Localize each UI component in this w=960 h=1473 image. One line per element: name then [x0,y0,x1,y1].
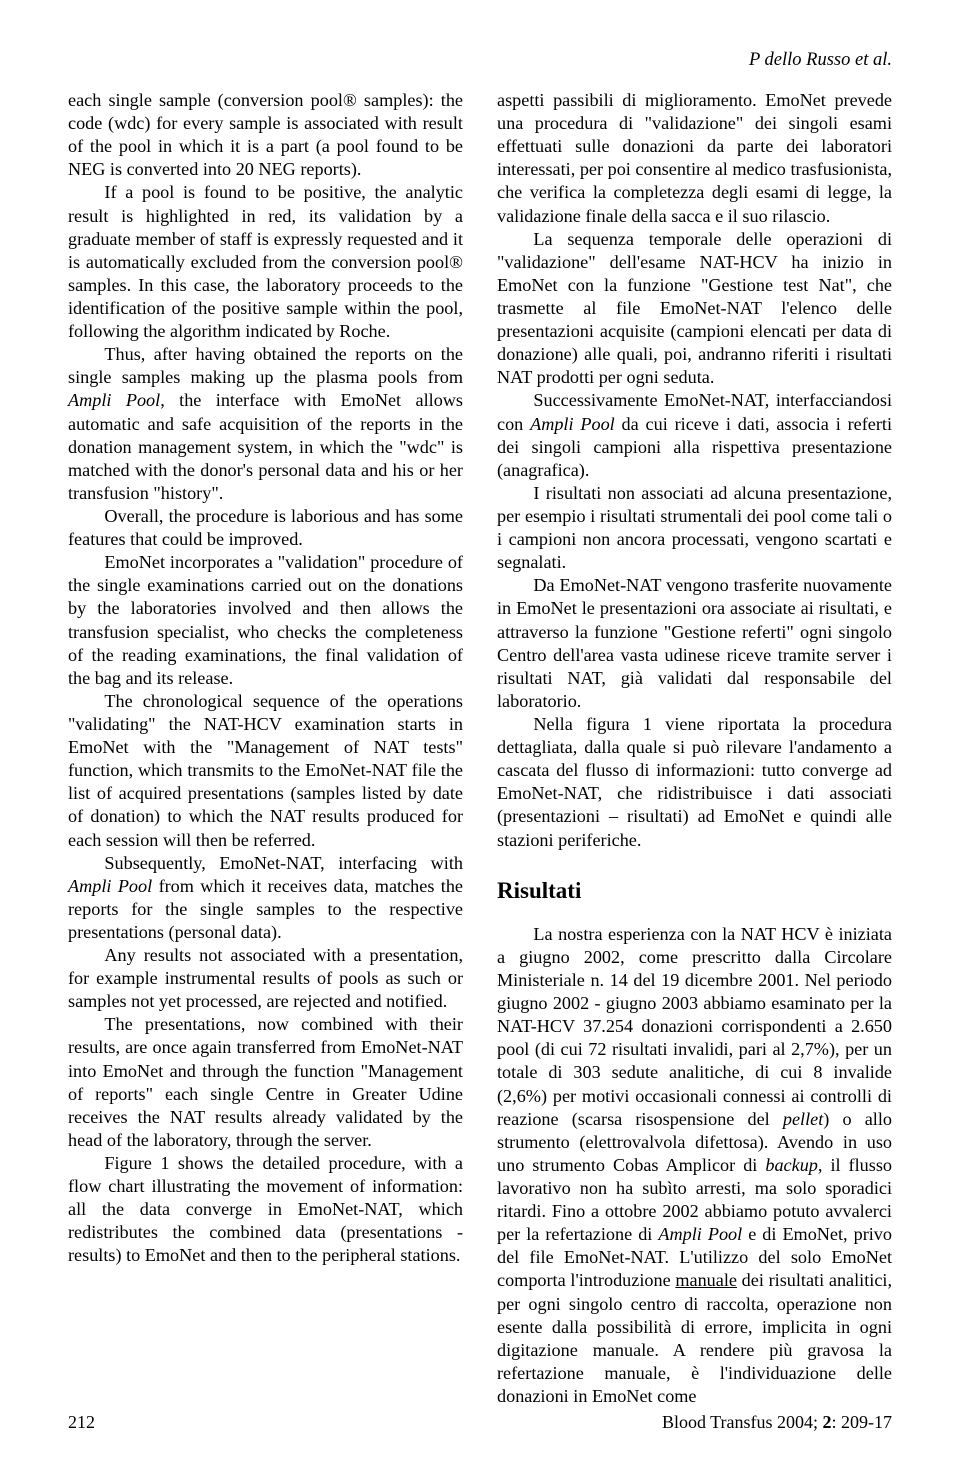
text-run: La nostra esperienza con la NAT HCV è in… [497,924,892,1129]
two-column-layout: each single sample (conversion pool® sam… [68,89,892,1408]
body-paragraph: Overall, the procedure is laborious and … [68,505,463,551]
body-paragraph: La sequenza temporale delle operazioni d… [497,228,892,390]
right-column: aspetti passibili di miglioramento. EmoN… [497,89,892,1408]
text-run: Subsequently, EmoNet-NAT, interfacing wi… [104,853,463,873]
section-heading: Risultati [497,876,892,905]
volume-number: 2 [823,1412,832,1432]
body-paragraph: La nostra esperienza con la NAT HCV è in… [497,923,892,1408]
body-paragraph: Any results not associated with a presen… [68,944,463,1013]
text-run: dei risultati analitici, per ogni singol… [497,1270,892,1406]
text-run: Thus, after having obtained the reports … [68,344,463,387]
text-run: Blood Transfus 2004; [662,1412,823,1432]
text-run: : 209-17 [832,1412,893,1432]
page: P dello Russo et al. each single sample … [0,0,960,1473]
italic-run: pellet [783,1109,823,1129]
body-paragraph: Da EmoNet-NAT vengono trasferite nuovame… [497,574,892,713]
body-paragraph: Figure 1 shows the detailed procedure, w… [68,1152,463,1268]
italic-run: Ampli Pool [68,390,160,410]
body-paragraph: Subsequently, EmoNet-NAT, interfacing wi… [68,852,463,944]
body-paragraph: Successivamente EmoNet-NAT, interfaccian… [497,389,892,481]
body-paragraph: Thus, after having obtained the reports … [68,343,463,505]
body-paragraph: aspetti passibili di miglioramento. EmoN… [497,89,892,228]
italic-run: Ampli Pool [658,1224,742,1244]
body-paragraph: If a pool is found to be positive, the a… [68,181,463,343]
italic-run: Ampli Pool [68,876,152,896]
underline-run: manuale [675,1270,737,1290]
italic-run: backup [765,1155,818,1175]
body-paragraph: The presentations, now combined with the… [68,1013,463,1152]
journal-citation: Blood Transfus 2004; 2: 209-17 [662,1412,892,1433]
left-column: each single sample (conversion pool® sam… [68,89,463,1408]
page-number: 212 [68,1412,95,1433]
body-paragraph: each single sample (conversion pool® sam… [68,89,463,181]
body-paragraph: The chronological sequence of the operat… [68,690,463,852]
italic-run: Ampli Pool [530,414,615,434]
page-footer: 212 Blood Transfus 2004; 2: 209-17 [68,1412,892,1433]
body-paragraph: Nella figura 1 viene riportata la proced… [497,713,892,852]
running-head: P dello Russo et al. [68,50,892,71]
body-paragraph: I risultati non associati ad alcuna pres… [497,482,892,574]
body-paragraph: EmoNet incorporates a "validation" proce… [68,551,463,690]
